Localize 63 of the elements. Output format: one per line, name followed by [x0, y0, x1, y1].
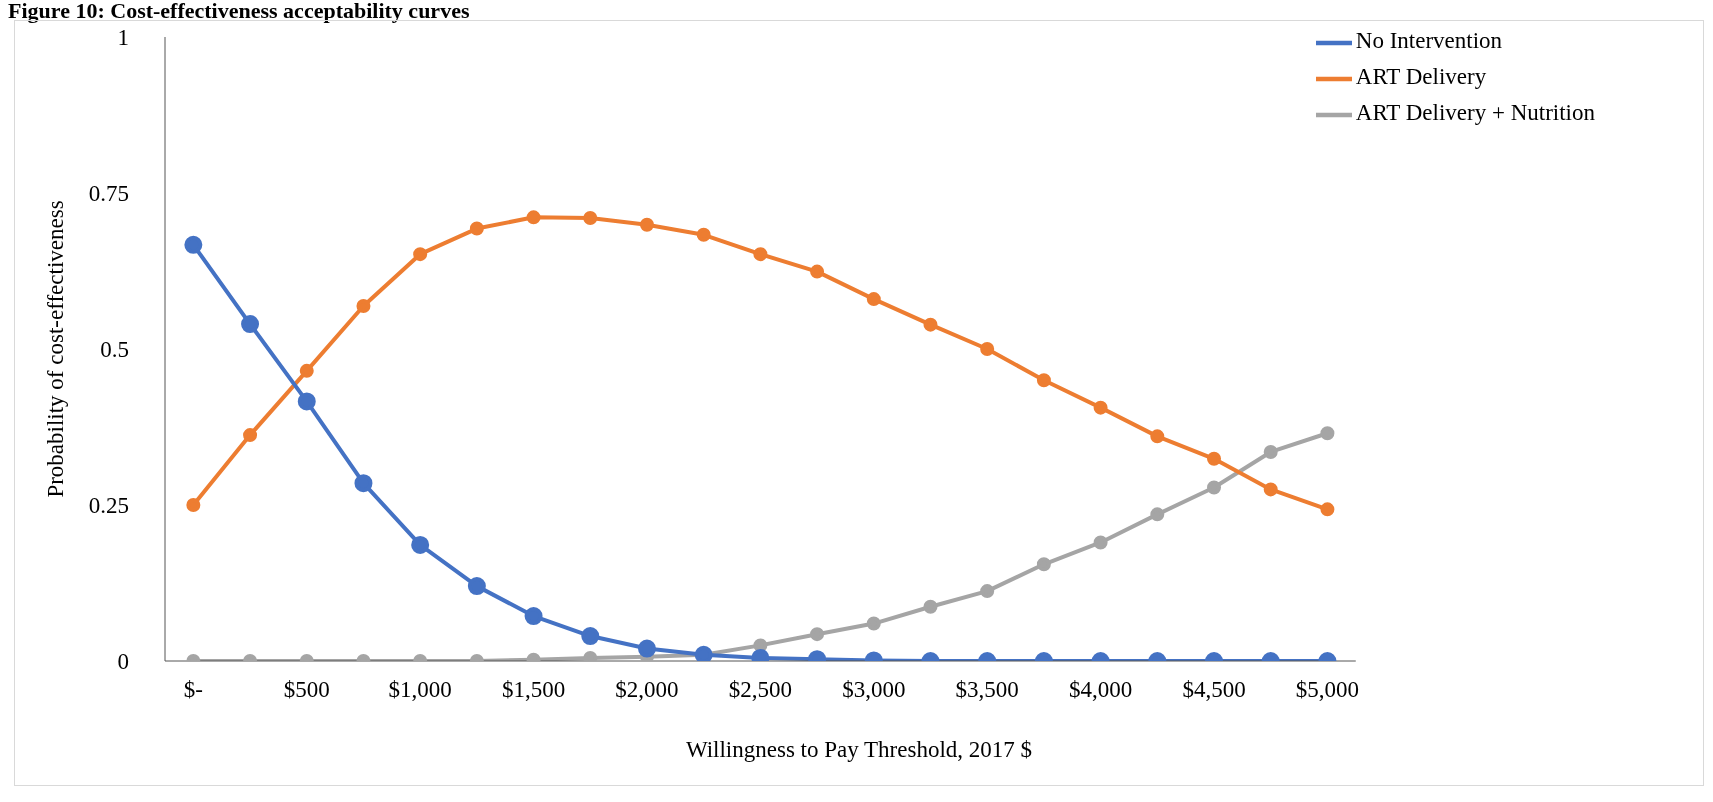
point [1093, 400, 1108, 415]
x-tick-label: $4,500 [1182, 677, 1246, 703]
legend-label: ART Delivery [1355, 64, 1487, 90]
legend-label: ART Delivery + Nutrition [1355, 100, 1595, 126]
point [1320, 502, 1335, 517]
point [583, 210, 598, 225]
x-tick-label: $5,000 [1295, 677, 1360, 703]
x-tick-label: $2,000 [615, 677, 679, 703]
point [354, 474, 373, 493]
point [1036, 373, 1051, 388]
y-tick-label: 0.5 [100, 337, 129, 363]
point [980, 342, 995, 356]
point [810, 627, 825, 642]
y-tick-label: 0.25 [88, 493, 129, 519]
point [696, 227, 711, 242]
point [1320, 426, 1335, 441]
point [980, 584, 995, 599]
point [866, 292, 881, 307]
x-tick-label: $- [183, 677, 203, 703]
point [1207, 480, 1222, 495]
y-tick-label: 0 [117, 649, 129, 675]
point [241, 315, 260, 334]
point [923, 599, 938, 614]
point [467, 577, 486, 596]
x-tick-label: $2,500 [728, 677, 793, 703]
point [186, 498, 201, 512]
point [1263, 482, 1278, 497]
y-axis-title: Probability of cost-effectiveness [43, 200, 69, 498]
y-tick-label: 0.75 [88, 181, 129, 207]
x-tick-label: $1,000 [388, 677, 452, 703]
point [753, 247, 768, 262]
point [243, 428, 258, 443]
x-tick-label: $3,000 [842, 677, 906, 703]
x-tick-label: $1,500 [501, 677, 566, 703]
point [297, 392, 316, 411]
point [810, 264, 825, 279]
point [583, 650, 598, 661]
point [637, 639, 656, 658]
point [411, 535, 430, 554]
point [923, 317, 938, 332]
point [413, 247, 428, 262]
point [866, 616, 881, 631]
point [1263, 444, 1278, 459]
x-tick-label: $500 [283, 677, 330, 703]
x-tick-label: $4,000 [1068, 677, 1133, 703]
point [356, 298, 371, 313]
point [524, 607, 543, 626]
point [1093, 535, 1108, 550]
x-axis-title: Willingness to Pay Threshold, 2017 $ [684, 737, 1034, 763]
point [469, 221, 484, 236]
point [581, 627, 600, 646]
point [299, 363, 314, 378]
point [1036, 557, 1051, 572]
point [639, 217, 654, 232]
x-tick-label: $3,500 [955, 677, 1019, 703]
point [526, 210, 541, 225]
point [184, 235, 203, 254]
point [1150, 429, 1165, 444]
chart-title: Figure 10: Cost-effectiveness acceptability curves [8, 0, 471, 23]
point [1207, 451, 1222, 466]
y-tick-label: 1 [117, 25, 129, 51]
point [1150, 507, 1165, 522]
legend-label: No Intervention [1355, 28, 1503, 54]
